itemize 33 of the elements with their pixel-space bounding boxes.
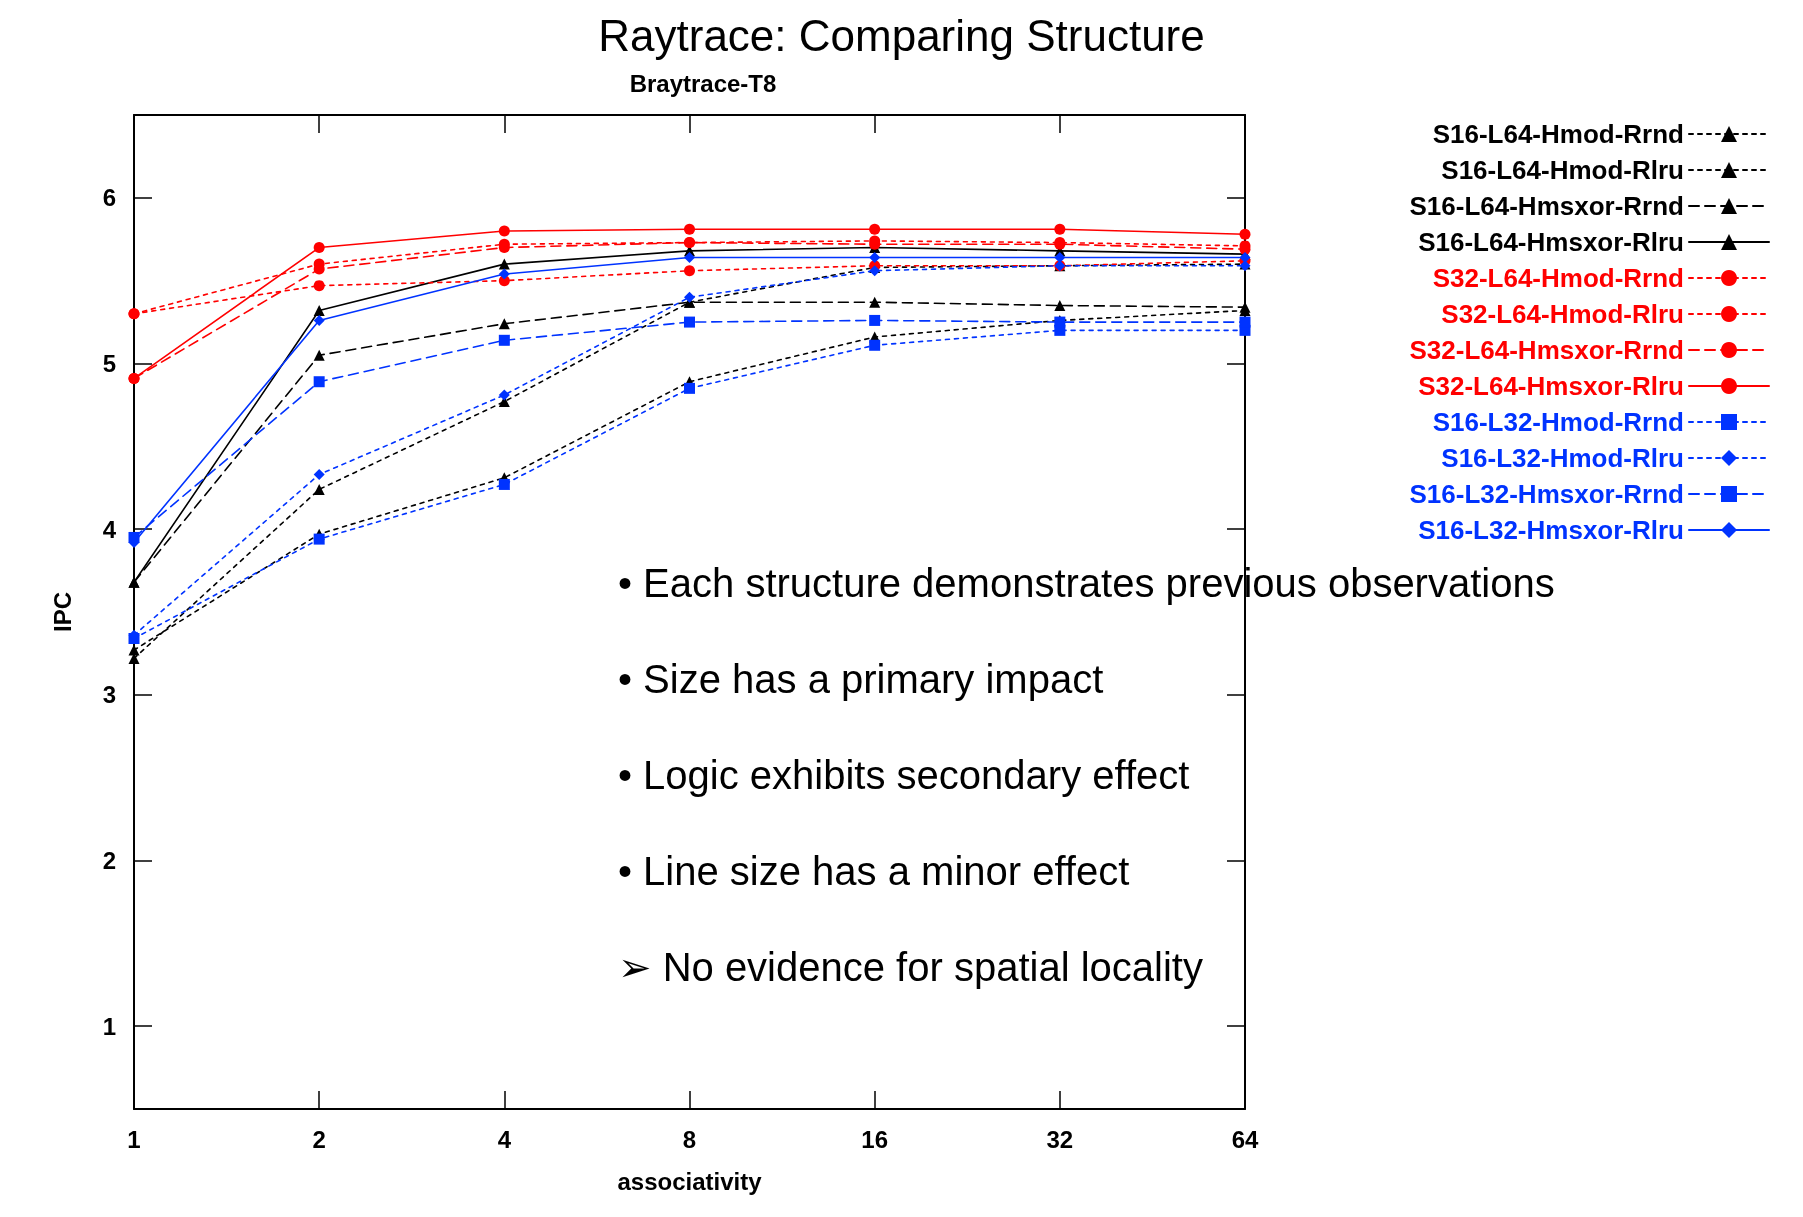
x-tick-label: 4 [497,1125,512,1153]
legend-label: S16-L64-Hmod-Rlru [1441,155,1684,185]
x-tick-label: 1 [127,1125,141,1153]
legend-label: S16-L64-Hmod-Rrnd [1432,119,1684,149]
y-tick-label: 5 [102,350,116,377]
y-tick-label: 4 [102,515,117,543]
legend-label: S32-L64-Hmod-Rrnd [1432,263,1684,293]
legend-label: S16-L32-Hmsxor-Rlru [1418,515,1684,545]
x-tick-label: 8 [682,1125,697,1153]
y-tick-label: 1 [102,1012,116,1040]
x-tick-label: 32 [1046,1125,1074,1153]
legend-label: S16-L64-Hmsxor-Rrnd [1409,191,1684,221]
x-tick-label: 16 [861,1125,889,1153]
legend-label: S16-L32-Hmsxor-Rrnd [1409,479,1684,509]
legend-label: S32-L64-Hmsxor-Rlru [1418,371,1684,401]
annotation: • Line size has a minor effect [618,849,1130,893]
x-axis-title: associativity [617,1167,763,1195]
x-tick-label: 64 [1231,1125,1259,1153]
x-tick-label: 2 [312,1125,326,1153]
y-tick-label: 2 [102,847,116,874]
y-axis-title: IPC [48,591,76,633]
legend-label: S16-L32-Hmod-Rlru [1441,443,1684,473]
chart-title: Raytrace: Comparing Structure [598,10,1205,60]
annotation: • Size has a primary impact [618,657,1104,701]
legend-label: S16-L32-Hmod-Rrnd [1432,407,1684,437]
y-tick-label: 3 [102,681,116,709]
y-tick-label: 6 [102,184,116,212]
legend-label: S16-L64-Hmsxor-Rlru [1418,227,1684,257]
annotation: • Logic exhibits secondary effect [618,753,1190,797]
chart-subtitle: Braytrace-T8 [629,69,777,97]
annotation: ➢ No evidence for spatial locality [618,945,1203,989]
legend-label: S32-L64-Hmod-Rlru [1441,299,1684,329]
legend-label: S32-L64-Hmsxor-Rrnd [1409,335,1684,365]
